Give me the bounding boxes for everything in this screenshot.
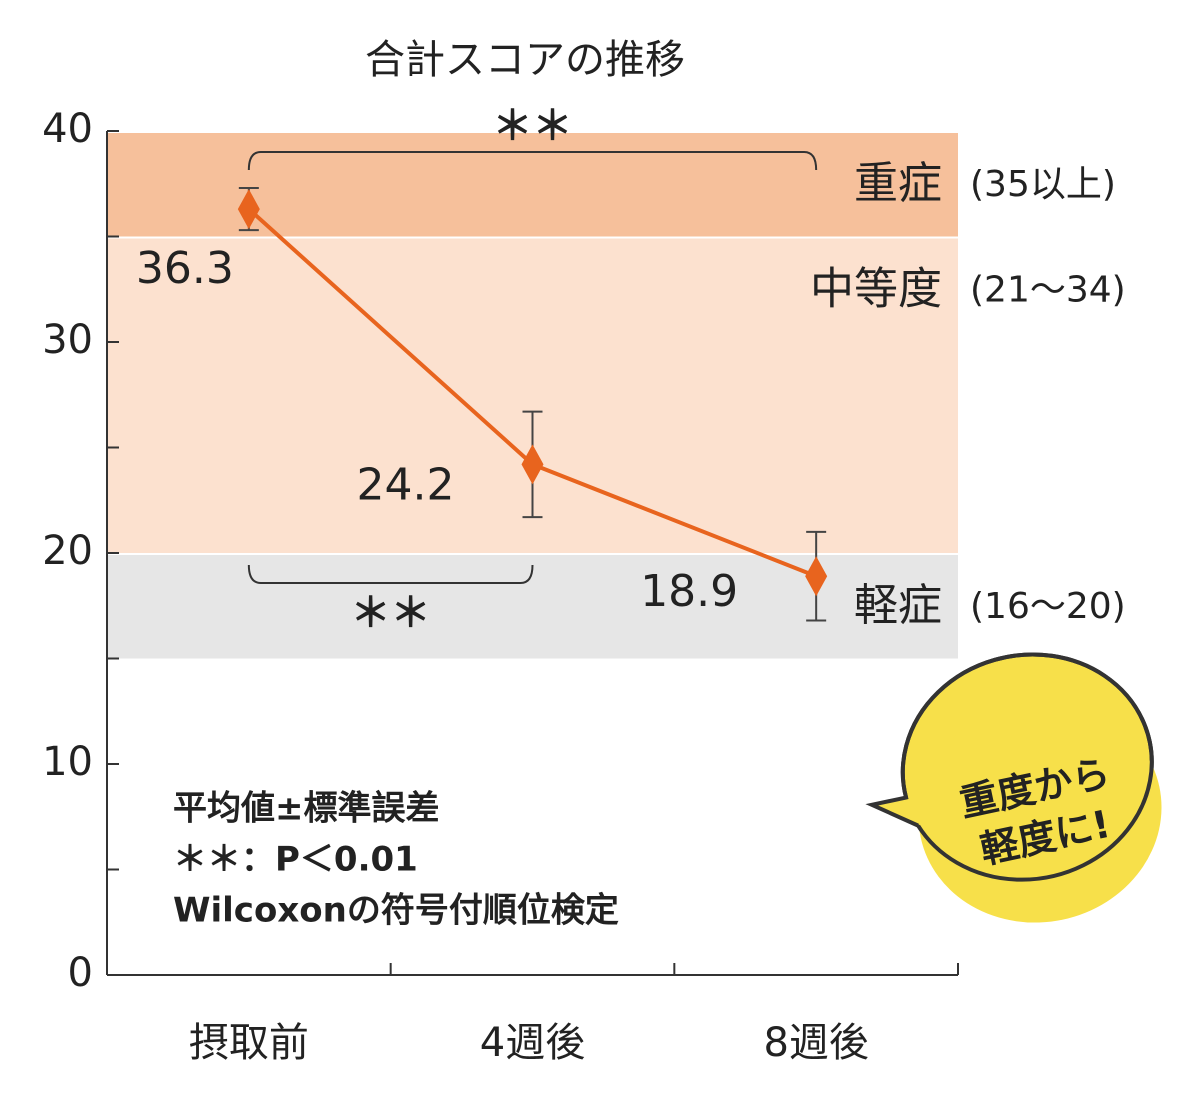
significance-bracket xyxy=(247,151,818,171)
data-point xyxy=(805,556,828,597)
note: ＊＊：P＜0.01 xyxy=(173,840,418,880)
data-point xyxy=(237,189,260,230)
band-range-label: (21～34) xyxy=(970,270,1126,311)
note: 平均値±標準誤差 xyxy=(173,789,440,829)
value-label: 24.2 xyxy=(357,459,455,510)
x-tick-label: 4週後 xyxy=(480,1020,585,1066)
x-tick-label: 摂取前 xyxy=(189,1020,309,1066)
y-tick-label: 30 xyxy=(42,317,93,363)
data-point xyxy=(521,444,544,485)
note: Wilcoxonの符号付順位検定 xyxy=(173,891,619,931)
y-tick-label: 0 xyxy=(68,950,93,996)
band-label: 軽症 xyxy=(854,580,942,631)
y-tick-label: 40 xyxy=(42,106,93,152)
y-tick-label: 10 xyxy=(42,739,93,785)
significance-label: ＊＊ xyxy=(351,590,431,636)
significance-bracket xyxy=(247,564,534,584)
callout-fill xyxy=(918,701,1162,923)
band-label: 中等度 xyxy=(810,264,942,315)
y-tick-label: 20 xyxy=(42,528,93,574)
band-range-label: (35以上) xyxy=(970,164,1116,205)
significance-label: ＊＊ xyxy=(493,103,573,149)
value-label: 36.3 xyxy=(136,243,234,294)
callout-rim xyxy=(900,652,1154,882)
x-tick-label: 8週後 xyxy=(763,1020,868,1066)
band-range-label: (16～20) xyxy=(970,586,1126,627)
band-label: 重症 xyxy=(854,158,942,209)
chart-title: 合計スコアの推移 xyxy=(365,37,685,83)
value-label: 18.9 xyxy=(640,566,738,617)
